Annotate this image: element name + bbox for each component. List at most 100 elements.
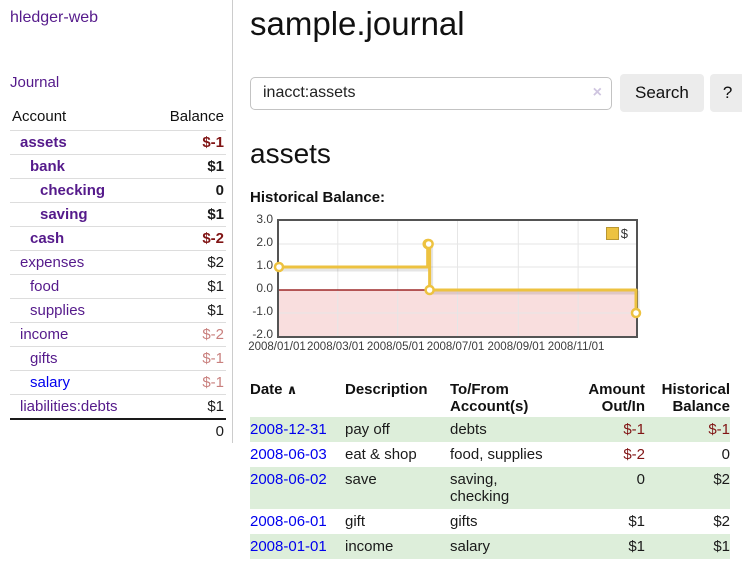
legend-swatch-icon [605, 227, 619, 240]
account-balance: $-2 [150, 322, 226, 347]
register-table: Date ∧ Description To/From Account(s) Am… [250, 379, 730, 559]
amount-column-header: Amount Out/In [588, 381, 645, 415]
transaction-row: 2008-06-02 save saving, checking 0 $2 [250, 467, 730, 509]
search-form: × Search ? [250, 74, 742, 112]
transaction-description: income [345, 534, 450, 559]
y-tick: 3.0 [256, 212, 273, 226]
transaction-date-link[interactable]: 2008-12-31 [250, 421, 327, 438]
account-row: income $-2 [10, 322, 226, 347]
clear-search-icon[interactable]: × [592, 83, 602, 101]
account-total-row: 0 [10, 418, 226, 443]
transaction-row: 2008-12-31 pay off debts $-1 $-1 [250, 417, 730, 442]
accounts-total: 0 [150, 418, 226, 443]
historical-balance-chart: 3.0 2.0 1.0 0.0 -1.0 -2.0 [248, 212, 742, 357]
account-link-checking[interactable]: checking [40, 182, 106, 199]
sort-ascending-icon: ∧ [286, 382, 298, 397]
transaction-accounts: debts [450, 417, 570, 442]
account-balance: $1 [150, 202, 226, 227]
account-row: saving $1 [10, 202, 226, 227]
account-row: expenses $2 [10, 250, 226, 275]
account-balance: 0 [150, 178, 226, 203]
transaction-row: 2008-01-01 income salary $1 $1 [250, 534, 730, 559]
account-link-assets[interactable]: assets [20, 134, 67, 151]
transaction-accounts: food, supplies [450, 446, 543, 463]
account-column-header: Account [12, 108, 67, 125]
page-title: sample.journal [250, 5, 465, 42]
search-input[interactable] [250, 76, 612, 110]
y-tick: 0.0 [256, 281, 273, 295]
balance-column-header: Historical Balance [661, 381, 730, 415]
account-heading: assets [250, 138, 331, 169]
account-balance: $-1 [150, 346, 226, 371]
transaction-balance: $2 [645, 467, 730, 509]
description-column-header: Description [345, 381, 428, 398]
transaction-amount: $-1 [570, 417, 645, 442]
account-link-gifts[interactable]: gifts [30, 350, 58, 367]
account-link-liabilities-debts[interactable]: liabilities:debts [20, 398, 118, 415]
account-row: liabilities:debts $1 [10, 394, 226, 419]
transaction-description: save [345, 467, 450, 509]
search-button[interactable]: Search [620, 74, 704, 112]
account-row: bank $1 [10, 154, 226, 179]
y-tick: 2.0 [256, 235, 273, 249]
x-tick: 2008/03/01 [307, 341, 365, 353]
x-tick: 2008/05/01 [366, 341, 425, 353]
chart-legend: $ [605, 226, 628, 241]
account-row: food $1 [10, 274, 226, 299]
date-column-header[interactable]: Date ∧ [250, 381, 298, 398]
chart-y-axis: 3.0 2.0 1.0 0.0 -1.0 -2.0 [250, 212, 277, 341]
x-tick: 2008/11/01 [547, 341, 605, 353]
account-balance: $-1 [150, 370, 226, 395]
brand-link[interactable]: hledger-web [10, 9, 99, 26]
account-link-bank[interactable]: bank [30, 158, 66, 175]
help-button[interactable]: ? [709, 74, 742, 112]
x-tick: 2008/07/01 [426, 341, 485, 353]
account-link-salary[interactable]: salary [30, 374, 71, 391]
account-row: cash $-2 [10, 226, 226, 251]
sidebar: hledger-web Journal Account Balance asse… [0, 0, 233, 443]
account-row: salary $-1 [10, 370, 226, 395]
transaction-row: 2008-06-03 eat & shop food, supplies $-2… [250, 442, 730, 467]
transaction-balance: $2 [713, 513, 730, 530]
account-link-saving[interactable]: saving [40, 206, 88, 223]
transaction-row: 2008-06-01 gift gifts $1 $2 [250, 509, 730, 534]
balance-column-header: Balance [169, 108, 224, 125]
accounts-column-header: To/From Account(s) [450, 381, 529, 415]
account-balance: $1 [150, 274, 226, 299]
transaction-description: pay off [345, 417, 450, 442]
app-layout: hledger-web Journal Account Balance asse… [0, 0, 742, 559]
account-balance-table: Account Balance assets $-1 bank $1 check… [10, 104, 226, 443]
y-tick: -1.0 [252, 304, 273, 318]
y-tick: -2.0 [252, 327, 273, 341]
account-balance: $-1 [150, 130, 226, 155]
account-link-supplies[interactable]: supplies [30, 302, 86, 319]
account-link-food[interactable]: food [30, 278, 60, 295]
transaction-date-link[interactable]: 2008-06-01 [250, 513, 327, 530]
account-balance: $-2 [150, 226, 226, 251]
transaction-date-link[interactable]: 2008-06-02 [250, 471, 327, 488]
account-link-cash[interactable]: cash [30, 230, 65, 247]
transaction-accounts: gifts [450, 513, 478, 530]
account-table-header: Account Balance [10, 104, 226, 131]
x-tick: 2008/09/01 [487, 341, 546, 353]
x-tick: 2008/01/01 [248, 341, 306, 353]
balance-series [273, 238, 642, 319]
transaction-accounts: salary [450, 534, 570, 559]
main-content: sample.journal × Search ? assets Histori… [233, 0, 742, 559]
chart-x-axis: 2008/01/01 2008/03/01 2008/05/01 2008/07… [248, 341, 742, 357]
transaction-balance: $1 [645, 534, 730, 559]
account-balance: $1 [150, 154, 226, 179]
account-link-income[interactable]: income [20, 326, 69, 343]
transaction-balance: $-1 [645, 417, 730, 442]
transaction-amount: $1 [628, 513, 645, 530]
chart-caption: Historical Balance: [250, 189, 386, 206]
account-link-expenses[interactable]: expenses [20, 254, 85, 271]
transaction-date-link[interactable]: 2008-01-01 [250, 538, 327, 555]
chart-svg [273, 221, 642, 336]
sidebar-item-journal[interactable]: Journal [10, 74, 60, 91]
transaction-amount: $1 [570, 534, 645, 559]
transaction-date-link[interactable]: 2008-06-03 [250, 446, 327, 463]
account-balance: $1 [150, 298, 226, 323]
legend-label: $ [620, 226, 628, 241]
chart-plot-area: $ [273, 219, 642, 338]
